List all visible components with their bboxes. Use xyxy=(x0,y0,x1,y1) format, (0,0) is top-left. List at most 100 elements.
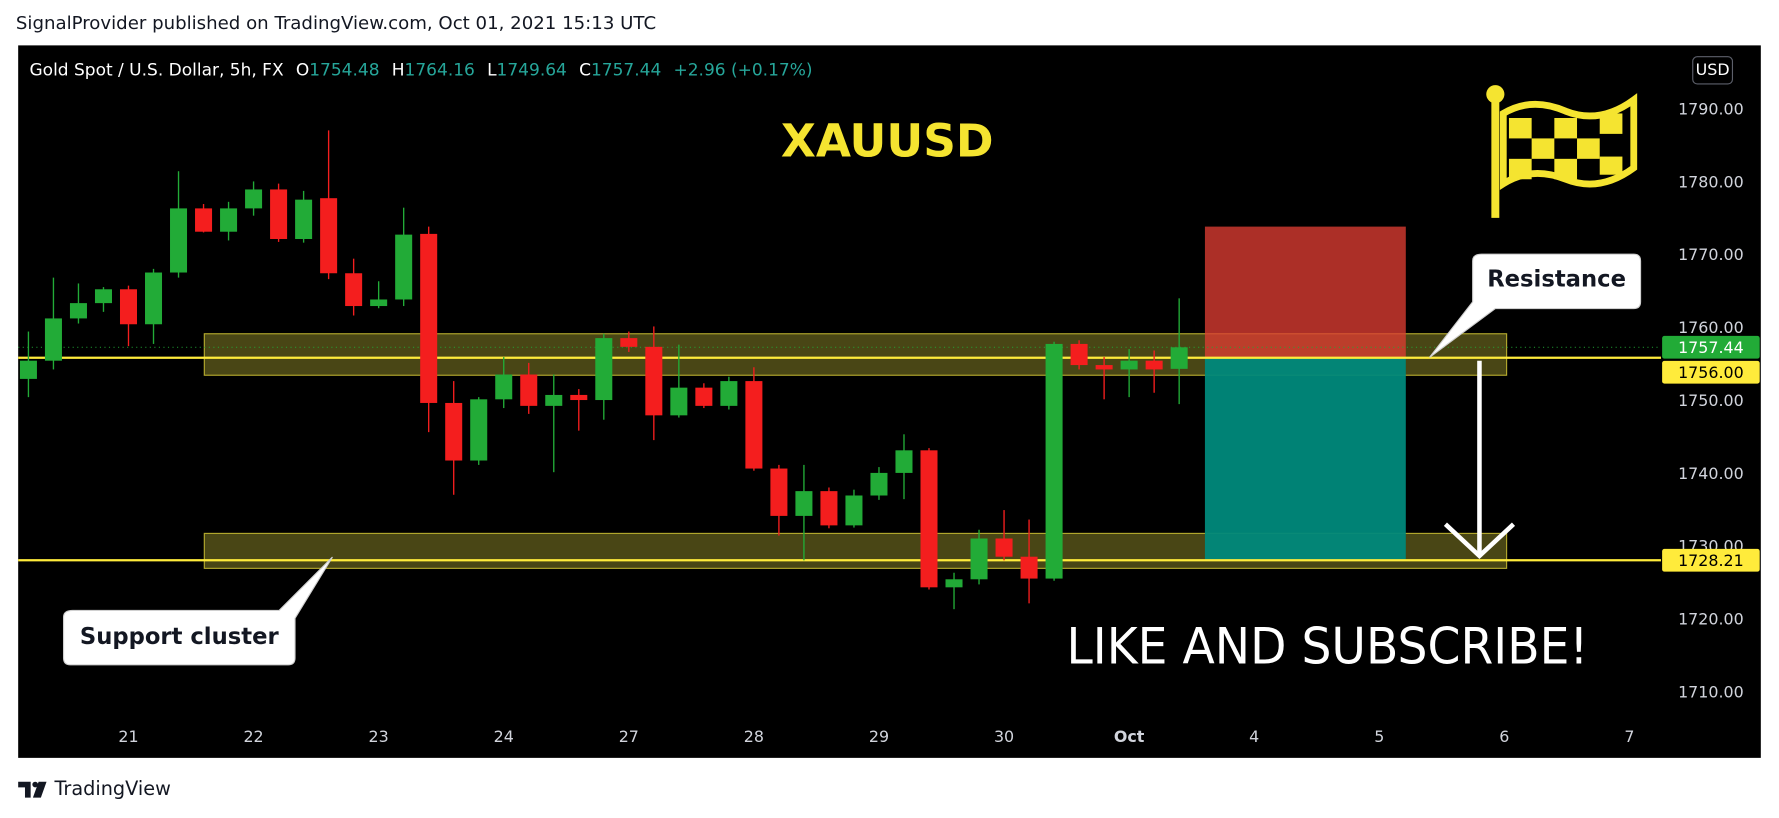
x-tick-label: 6 xyxy=(1499,727,1509,746)
x-tick-label: 22 xyxy=(243,727,263,746)
low-value: 1749.64 xyxy=(497,60,567,80)
x-tick-label: 28 xyxy=(744,727,764,746)
candle-body xyxy=(920,450,938,588)
brand: TradingView xyxy=(53,777,170,800)
y-tick-label: 1790.00 xyxy=(1678,100,1744,119)
axes: 1710.001720.001730.001740.001750.001760.… xyxy=(118,100,1760,746)
candle-body xyxy=(94,289,112,304)
candle-body xyxy=(495,374,513,400)
candle-body xyxy=(695,387,713,406)
target-arrow xyxy=(1443,360,1516,560)
candle-body xyxy=(795,491,813,516)
open-value: 1754.48 xyxy=(309,60,379,80)
candle-body xyxy=(870,472,888,496)
candle-body xyxy=(145,272,163,325)
ohlc-label: L xyxy=(487,60,497,80)
candle-body xyxy=(445,402,463,461)
candle-body xyxy=(295,199,313,239)
chart-legend: Gold Spot / U.S. Dollar, 5h, FX O1754.48… xyxy=(30,60,813,80)
candle-body xyxy=(770,468,788,516)
candle-body xyxy=(170,208,188,273)
candle-body xyxy=(970,538,988,580)
x-tick-label: Oct xyxy=(1114,727,1145,746)
candle-body xyxy=(119,289,138,325)
candle-body xyxy=(995,538,1013,557)
candle-body xyxy=(1045,343,1063,579)
candle-body xyxy=(220,208,238,232)
annotation: Support cluster xyxy=(80,624,280,650)
publish-line: SignalProvider published on TradingView.… xyxy=(16,13,656,34)
candle-body xyxy=(745,381,763,469)
y-tick-label: 1750.00 xyxy=(1678,391,1744,410)
support-callout: Support cluster xyxy=(62,556,333,666)
candle-body xyxy=(720,381,738,406)
ohlc-label: C xyxy=(579,60,591,80)
brand-logo xyxy=(18,781,47,798)
x-tick-label: 23 xyxy=(369,727,389,746)
candle-body xyxy=(595,338,613,401)
price-tag-label: 1757.44 xyxy=(1678,338,1744,357)
price-tag-label: 1756.00 xyxy=(1678,363,1744,382)
candle-body xyxy=(1145,360,1163,370)
candle-body xyxy=(895,450,913,473)
candle-body xyxy=(1170,347,1188,369)
currency-box[interactable] xyxy=(1692,56,1734,85)
y-tick-label: 1740.00 xyxy=(1678,464,1744,483)
candle-body xyxy=(845,495,863,526)
candle-body xyxy=(520,374,538,406)
high-value: 1764.16 xyxy=(405,60,475,80)
candle-body xyxy=(645,346,663,416)
candle-body xyxy=(1070,343,1088,366)
y-tick-label: 1770.00 xyxy=(1678,245,1744,264)
candle-body xyxy=(470,399,488,461)
candle-body xyxy=(370,299,388,307)
target-zone xyxy=(1204,357,1406,561)
plot xyxy=(18,130,1661,610)
candle-body xyxy=(820,491,838,526)
x-tick-label: 24 xyxy=(494,727,514,746)
y-tick-label: 1710.00 xyxy=(1678,682,1744,701)
price-tag xyxy=(1662,360,1760,384)
candle-body xyxy=(195,208,213,232)
ohlc-label: H xyxy=(392,60,405,80)
candle-body xyxy=(670,387,688,416)
change-value: +2.96 (+0.17%) xyxy=(673,60,812,80)
currency[interactable]: USD xyxy=(1696,60,1730,79)
price-tag xyxy=(1662,335,1760,359)
price-tag-label: 1728.21 xyxy=(1678,551,1744,570)
x-tick-label: 21 xyxy=(118,727,138,746)
y-tick-label: 1780.00 xyxy=(1678,172,1744,191)
x-tick-label: 5 xyxy=(1374,727,1384,746)
candle-body xyxy=(1120,360,1138,370)
x-tick-label: 27 xyxy=(619,727,639,746)
x-tick-label: 29 xyxy=(869,727,889,746)
annotation: Resistance xyxy=(1487,267,1626,293)
flag-icon xyxy=(1486,85,1638,218)
candle-body xyxy=(945,579,963,588)
candle-body xyxy=(345,273,363,307)
y-tick-label: 1720.00 xyxy=(1678,610,1744,629)
chart-title: XAUUSD xyxy=(781,115,994,168)
y-tick-label: 1760.00 xyxy=(1678,318,1744,337)
resistance-callout: Resistance xyxy=(1429,253,1642,358)
candle-body xyxy=(1095,365,1113,370)
candle-body xyxy=(19,360,37,379)
symbol: Gold Spot / U.S. Dollar, 5h, FX xyxy=(30,60,284,80)
candle-body xyxy=(320,198,338,274)
close-value: 1757.44 xyxy=(591,60,661,80)
call-to-action: LIKE AND SUBSCRIBE! xyxy=(1066,618,1588,676)
candle-body xyxy=(420,233,438,403)
x-tick-label: 7 xyxy=(1624,727,1634,746)
chart-background xyxy=(18,45,1761,758)
x-tick-label: 30 xyxy=(994,727,1014,746)
ohlc-label: O xyxy=(296,60,309,80)
candle-body xyxy=(395,234,413,300)
candle-body xyxy=(44,318,62,361)
candle-body xyxy=(69,303,87,319)
candle-body xyxy=(545,394,563,406)
candle-body xyxy=(270,189,288,239)
candle-body xyxy=(1020,556,1038,579)
candle-body xyxy=(620,338,638,347)
